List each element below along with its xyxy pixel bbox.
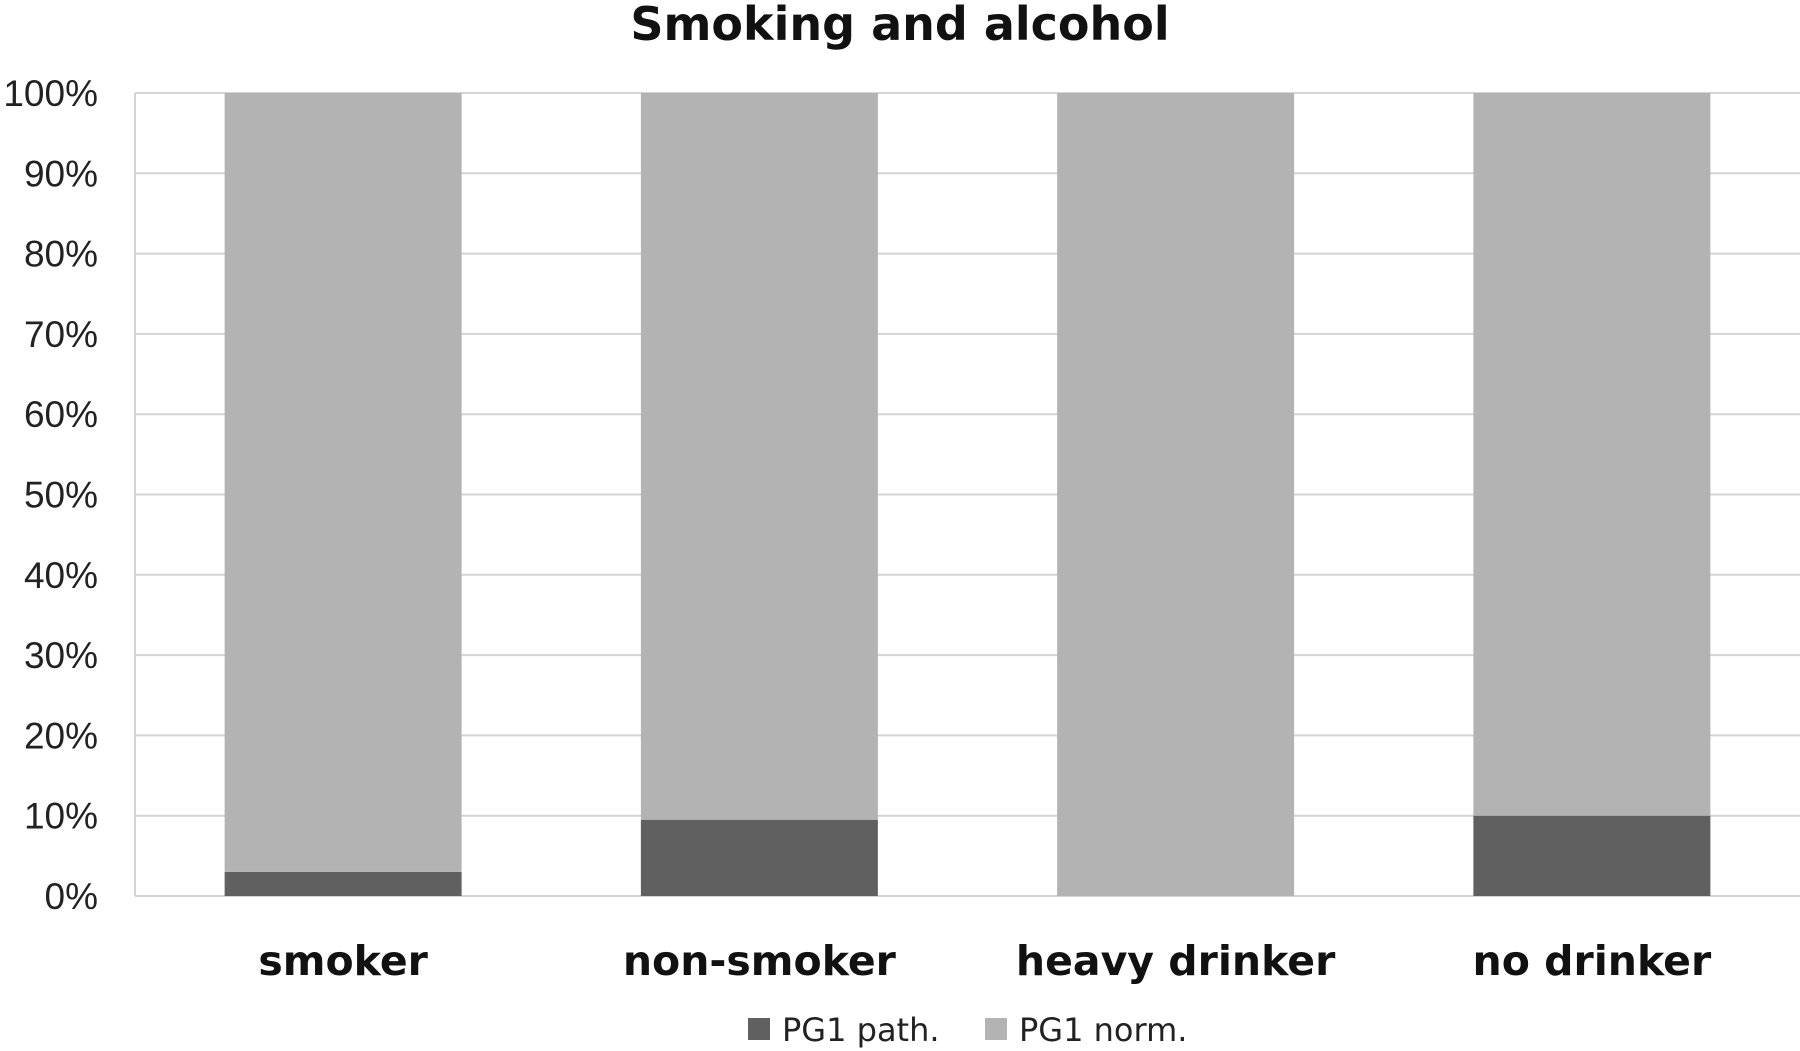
y-tick-label: 80% (24, 234, 98, 275)
bar-norm-1 (640, 93, 878, 820)
y-tick-label: 70% (24, 314, 98, 355)
y-tick-label: 90% (24, 153, 98, 194)
legend: PG1 path. PG1 norm. (748, 1011, 1187, 1049)
x-tick-label: heavy drinker (1016, 937, 1336, 985)
y-tick-label: 50% (24, 475, 98, 516)
chart-title: Smoking and alcohol (630, 0, 1169, 51)
y-tick-label: 10% (24, 796, 98, 837)
bar-path-1 (640, 819, 878, 896)
y-tick-label: 30% (24, 635, 98, 676)
legend-swatch (748, 1018, 770, 1040)
y-axis-ticks: 0% 10% 20% 30% 40% 50% 60% 70% 80% 90% 100% (3, 73, 98, 917)
legend-label: PG1 norm. (1019, 1011, 1187, 1049)
x-tick-label: no drinker (1473, 937, 1712, 985)
y-tick-label: 100% (3, 73, 98, 114)
bar-norm-0 (224, 93, 462, 872)
bar-norm-2 (1057, 93, 1295, 896)
y-tick-label: 40% (24, 555, 98, 596)
y-tick-label: 0% (45, 876, 98, 917)
y-tick-label: 60% (24, 394, 98, 435)
legend-swatch (985, 1018, 1007, 1040)
x-axis-ticks: smoker non-smoker heavy drinker no drinker (258, 937, 1712, 985)
x-tick-label: smoker (258, 937, 428, 985)
y-tick-label: 20% (24, 715, 98, 756)
bars (224, 93, 1711, 896)
x-tick-label: non-smoker (623, 937, 897, 985)
bar-path-3 (1473, 815, 1711, 896)
bar-norm-3 (1473, 93, 1711, 816)
bar-path-0 (224, 871, 462, 896)
legend-label: PG1 path. (782, 1011, 940, 1049)
